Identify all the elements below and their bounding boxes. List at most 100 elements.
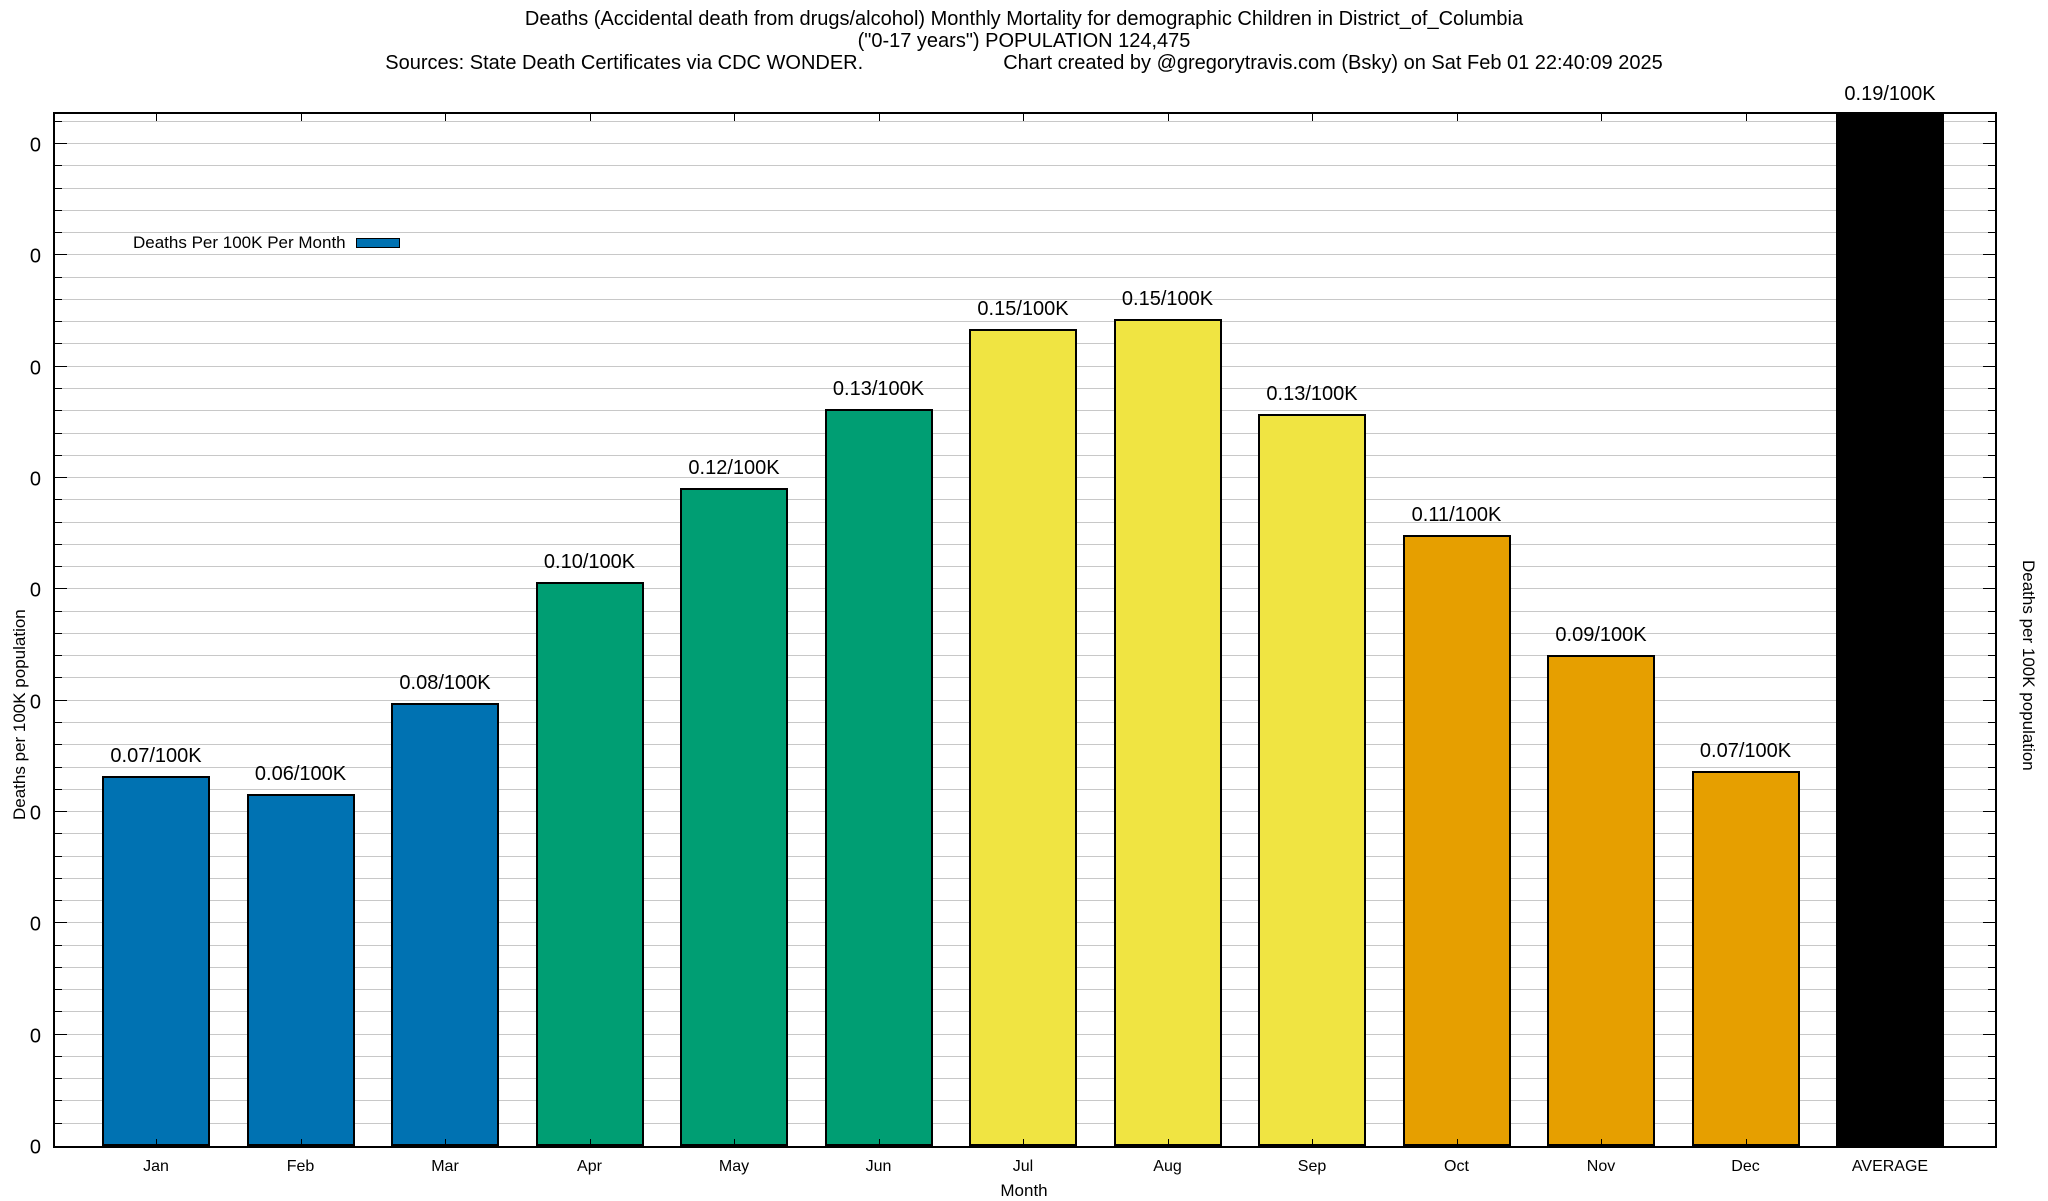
y-tick-left xyxy=(55,1011,62,1013)
x-tick-bottom xyxy=(1601,1139,1602,1146)
y-tick-label: 0 xyxy=(29,468,41,491)
bar-oct xyxy=(1402,535,1511,1146)
y-tick-right xyxy=(1988,1011,1995,1013)
y-tick-left xyxy=(55,298,62,300)
y-tick-left xyxy=(55,811,67,813)
y-tick-left xyxy=(55,655,62,657)
x-tick-label-mar: Mar xyxy=(431,1158,459,1175)
x-tick-bottom xyxy=(878,1139,880,1146)
x-tick-top xyxy=(878,114,880,121)
bar-value-label-may: 0.12/100K xyxy=(688,456,780,479)
bar-feb xyxy=(246,794,355,1146)
y-tick-left xyxy=(55,1033,67,1035)
y-tick-left xyxy=(55,632,62,634)
x-tick-label-nov: Nov xyxy=(1586,1158,1616,1175)
y-tick-right xyxy=(1988,454,1995,456)
y-tick-right xyxy=(1988,120,1995,122)
credit-text: Chart created by @gregorytravis.com (Bsk… xyxy=(1003,52,1663,74)
y-tick-right xyxy=(1988,610,1995,612)
y-tick-left xyxy=(55,566,62,568)
y-tick-right xyxy=(1988,387,1995,389)
y-tick-label: 0 xyxy=(29,691,41,714)
gridline-minor xyxy=(55,232,1995,234)
y-tick-label: 0 xyxy=(29,913,41,936)
y-tick-left xyxy=(55,120,62,122)
bar-aug xyxy=(1113,319,1222,1146)
y-tick-label: 0 xyxy=(29,245,41,268)
page-title-line2: ("0-17 years") POPULATION 124,475 xyxy=(857,30,1191,52)
bar-value-label-dec: 0.07/100K xyxy=(1699,740,1792,763)
bar-value-label-jul: 0.15/100K xyxy=(977,298,1069,321)
y-tick-left xyxy=(55,454,62,456)
y-tick-right xyxy=(1983,922,1995,924)
y-tick-right xyxy=(1988,1055,1995,1057)
y-tick-right xyxy=(1983,365,1995,367)
x-tick-label-jun: Jun xyxy=(865,1158,892,1175)
x-tick-top xyxy=(1167,114,1169,121)
x-tick-top xyxy=(1745,114,1747,121)
y-tick-left xyxy=(55,521,62,523)
x-tick-bottom xyxy=(300,1139,302,1146)
y-tick-left xyxy=(55,410,62,412)
y-tick-right xyxy=(1988,877,1995,879)
bar-value-label-apr: 0.10/100K xyxy=(543,551,636,574)
sources-text: Sources: State Death Certificates via CD… xyxy=(385,52,864,74)
x-tick-top xyxy=(1601,114,1602,121)
x-tick-bottom xyxy=(1023,1139,1024,1146)
gridline-minor xyxy=(55,209,1995,211)
y-tick-left xyxy=(55,432,62,434)
y-tick-right xyxy=(1988,343,1995,345)
y-tick-left xyxy=(55,477,67,479)
y-tick-left xyxy=(55,276,62,278)
y-tick-label: 0 xyxy=(29,134,41,157)
x-tick-bottom xyxy=(445,1139,446,1146)
y-tick-left xyxy=(55,343,62,345)
y-tick-right xyxy=(1988,900,1995,902)
y-tick-left xyxy=(55,1055,62,1057)
y-tick-right xyxy=(1988,944,1995,946)
y-tick-left xyxy=(55,855,62,857)
bar-jun xyxy=(824,409,933,1146)
y-tick-left xyxy=(55,499,62,501)
y-tick-right xyxy=(1988,855,1995,857)
bar-value-label-aug: 0.15/100K xyxy=(1121,288,1214,311)
x-tick-bottom xyxy=(1890,1139,1891,1146)
gridline-minor xyxy=(55,321,1995,323)
y-tick-right xyxy=(1988,966,1995,968)
y-tick-left xyxy=(55,1100,62,1102)
legend-swatch xyxy=(355,238,400,248)
gridline-major xyxy=(55,254,1995,256)
y-tick-left xyxy=(55,1078,62,1080)
y-tick-left xyxy=(55,922,67,924)
y-tick-left xyxy=(55,143,67,145)
y-tick-left xyxy=(55,365,67,367)
x-tick-top xyxy=(734,114,735,121)
y-tick-label: 0 xyxy=(29,1025,41,1048)
y-tick-right xyxy=(1988,1122,1995,1124)
y-tick-label: 0 xyxy=(29,802,41,825)
x-tick-bottom xyxy=(1312,1139,1313,1146)
y-tick-right xyxy=(1988,1100,1995,1102)
x-tick-top xyxy=(300,114,302,121)
bar-may xyxy=(680,487,788,1146)
y-tick-left xyxy=(55,543,62,545)
chart-header: Deaths (Accidental death from drugs/alco… xyxy=(0,8,2048,74)
bar-value-label-sep: 0.13/100K xyxy=(1266,383,1358,406)
x-tick-bottom xyxy=(1167,1139,1169,1146)
y-tick-right xyxy=(1988,165,1995,167)
y-tick-label: 0 xyxy=(29,357,41,380)
legend-label: Deaths Per 100K Per Month xyxy=(133,233,346,252)
y-tick-right xyxy=(1988,276,1995,278)
bar-value-label-jun: 0.13/100K xyxy=(832,378,925,401)
bar-mar xyxy=(391,702,499,1146)
gridline-minor xyxy=(55,165,1995,167)
y-tick-right xyxy=(1988,677,1995,679)
gridline-minor xyxy=(55,298,1995,300)
y-tick-left xyxy=(55,232,62,234)
x-tick-top xyxy=(156,114,157,121)
y-axis-label-left: Deaths per 100K population xyxy=(10,609,29,820)
y-tick-right xyxy=(1988,543,1995,545)
y-tick-left xyxy=(55,387,62,389)
y-tick-label: 0 xyxy=(29,579,41,602)
y-tick-right xyxy=(1988,432,1995,434)
